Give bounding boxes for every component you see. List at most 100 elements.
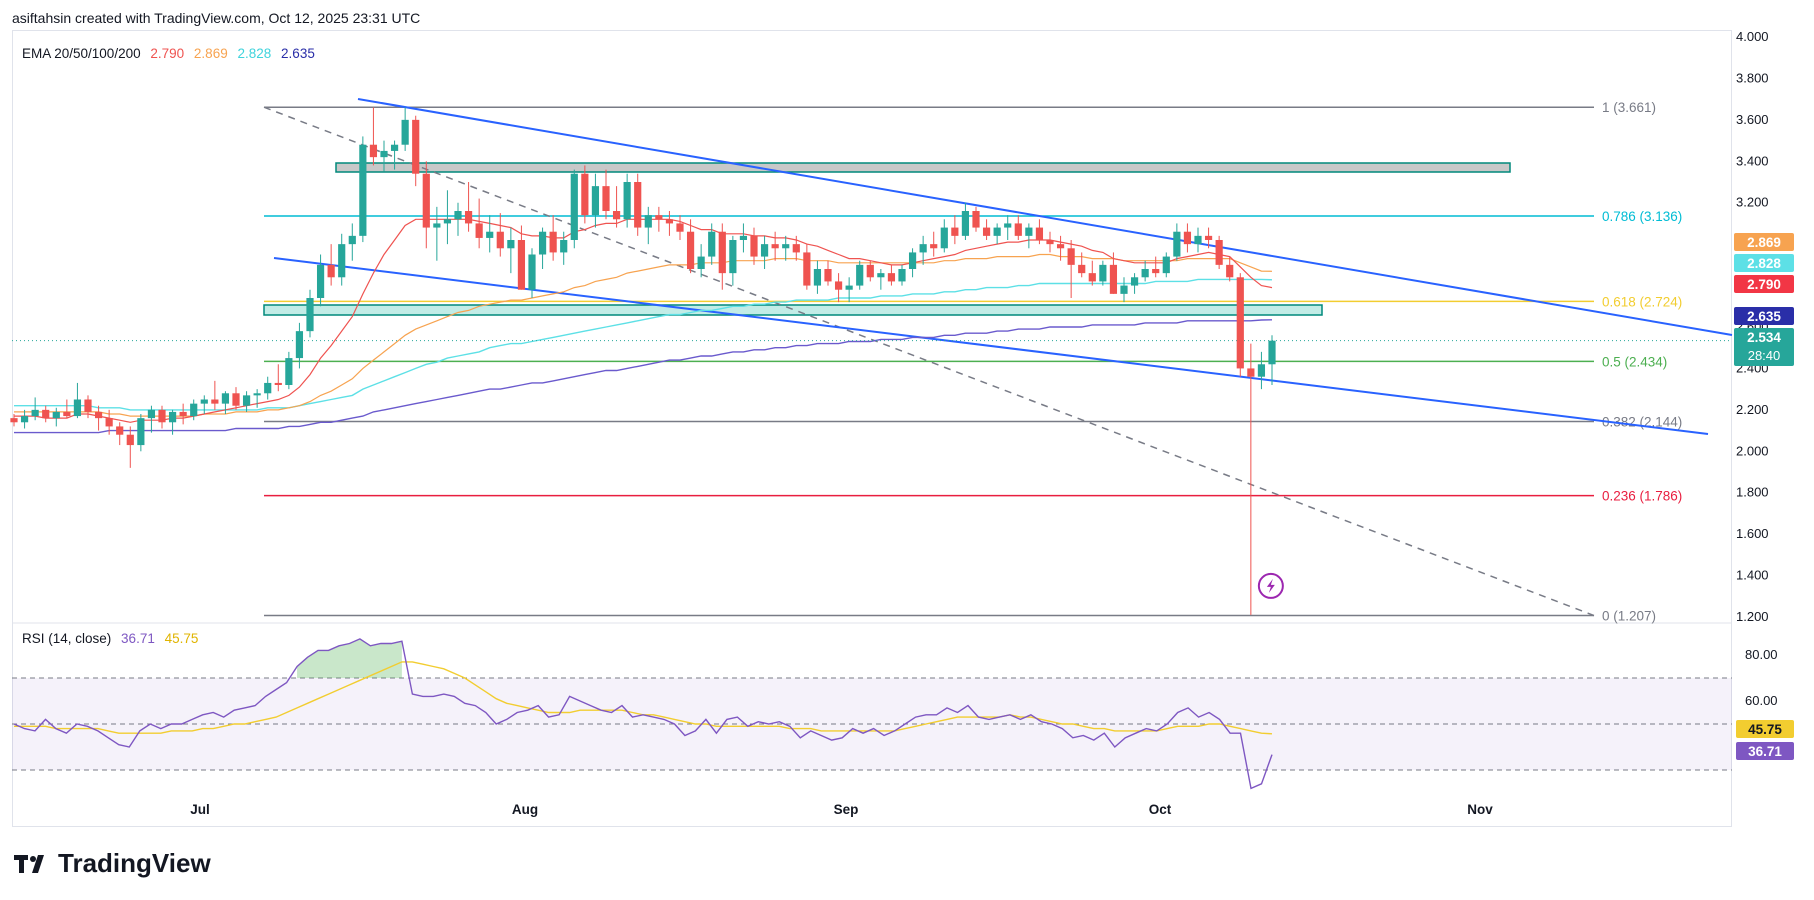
time-axis-tick: Oct [1149,802,1172,817]
price-badge-value: 2.534 [1747,330,1781,345]
ema200-line [14,319,1273,434]
price-badge-value: 2.635 [1747,309,1781,324]
candle-body [1247,368,1255,377]
price-badge-value: 2.869 [1747,235,1781,250]
rsi-axis-tick: 80.00 [1745,647,1778,662]
price-axis-tick: 2.000 [1736,443,1769,458]
price-axis-tick: 3.400 [1736,153,1769,168]
candle-body [538,231,547,255]
candle-body [496,231,504,249]
candle-body [1236,277,1244,369]
candle-body [1088,273,1096,282]
candle-body [264,382,272,394]
candle-body [52,411,60,419]
candle-body [464,211,473,224]
candle-body [168,411,177,423]
price-axis-tick: 4.000 [1736,29,1769,44]
candle-body [422,173,430,228]
candle-body [930,244,938,249]
price-badge [1734,275,1794,293]
upper-channel-line [357,98,1733,336]
candle-body [803,252,811,286]
candle-body [84,399,92,412]
candle-body [433,223,441,228]
candle-body [158,409,166,423]
fib-trend-dashed [263,106,1595,617]
candle-body [116,426,124,435]
candle-body [940,227,948,249]
candle-body [866,264,874,278]
candle-body [1120,285,1128,294]
candle-body [1078,264,1086,274]
candle-body [993,227,1001,236]
time-axis-tick: Nov [1467,802,1493,817]
candle-body [359,144,367,236]
fib-level-label: 0.382 (2.144) [1602,414,1682,429]
rsi-ma-value: 45.75 [164,631,199,646]
candle-body [834,281,843,290]
candle-body [813,269,822,286]
candle-body [665,219,674,224]
candle-body [1194,235,1202,245]
candle-body [560,240,568,253]
candle-body [179,411,187,417]
candle-body [295,331,304,359]
candle-body [877,273,885,278]
candle-body [253,393,261,396]
candle-body [982,227,991,236]
candle-body [306,298,314,332]
candle-body [507,240,515,249]
price-badge-value: 2.828 [1747,256,1781,271]
candle-body [1056,244,1065,249]
candle-body [1173,231,1181,257]
candle-body [634,182,642,228]
fib-level-label: 0 (1.207) [1602,609,1656,624]
candle-body [612,211,621,220]
candle-body [686,231,695,269]
candle-body [221,393,230,404]
candle-body [951,227,959,236]
candle-body [750,235,758,257]
ema-legend-label: EMA 20/50/100/200 [22,46,141,61]
tradingview-logo[interactable]: TradingView [14,848,211,879]
price-axis-tick: 1.600 [1736,526,1769,541]
candle-body [1152,269,1160,274]
lower-channel-line [273,257,1709,435]
candle-body [20,416,29,423]
candle-body [581,173,589,216]
candle-body [412,119,420,174]
candle-body [1204,235,1213,240]
ema200-value: 2.635 [281,46,315,61]
candle-body [486,231,494,238]
ema-legend: EMA 20/50/100/200 2.790 2.869 2.828 2.63… [22,46,321,61]
attribution-text: asiftahsin created with TradingView.com,… [12,10,421,26]
candle-body [401,119,409,145]
ema100-value: 2.828 [237,46,272,61]
candle-body [380,150,388,158]
candle-body [200,399,208,404]
price-axis-tick: 3.600 [1736,112,1769,127]
candle-body [1099,264,1107,282]
candle-body [782,244,790,249]
rsi-badge-value: 45.75 [1748,722,1782,737]
candle-body [285,358,293,385]
candle-body [211,399,219,404]
rsi-legend: RSI (14, close) 36.71 45.75 [22,631,204,646]
candle-body [856,264,864,286]
candle-body [1257,364,1266,377]
candle-body [549,231,557,253]
candle-body [338,244,346,278]
tradingview-logo-text: TradingView [58,848,211,878]
candle-body [1109,264,1118,294]
candle-body [31,409,39,417]
tradingview-logo-icon [14,853,52,875]
time-axis-tick: Sep [834,802,859,817]
candle-body [760,244,769,257]
candle-body [655,215,663,220]
candle-body [94,411,103,419]
candle-body [602,186,610,211]
candle-body [718,231,726,274]
fib-level-label: 0.236 (1.786) [1602,489,1682,504]
candle-body [10,418,18,423]
